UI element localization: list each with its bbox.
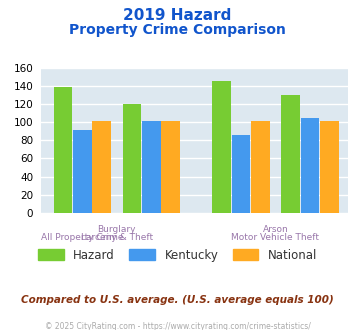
Bar [231, 135, 250, 213]
Text: Larceny & Theft: Larceny & Theft [81, 233, 153, 242]
Text: 2019 Hazard: 2019 Hazard [123, 8, 232, 23]
Legend: Hazard, Kentucky, National: Hazard, Kentucky, National [33, 244, 322, 266]
Text: © 2025 CityRating.com - https://www.cityrating.com/crime-statistics/: © 2025 CityRating.com - https://www.city… [45, 322, 310, 330]
Bar [301, 118, 319, 213]
Text: All Property Crime: All Property Crime [41, 233, 124, 242]
Text: Property Crime Comparison: Property Crime Comparison [69, 23, 286, 37]
Bar [122, 104, 141, 213]
Bar [54, 87, 72, 213]
Bar [281, 95, 300, 213]
Bar [73, 130, 92, 213]
Text: Arson: Arson [263, 225, 288, 234]
Text: Compared to U.S. average. (U.S. average equals 100): Compared to U.S. average. (U.S. average … [21, 295, 334, 305]
Text: Motor Vehicle Theft: Motor Vehicle Theft [231, 233, 320, 242]
Bar [92, 121, 111, 213]
Text: Burglary: Burglary [98, 225, 136, 234]
Bar [212, 81, 231, 213]
Bar [251, 121, 270, 213]
Bar [161, 121, 180, 213]
Bar [320, 121, 339, 213]
Bar [142, 121, 160, 213]
